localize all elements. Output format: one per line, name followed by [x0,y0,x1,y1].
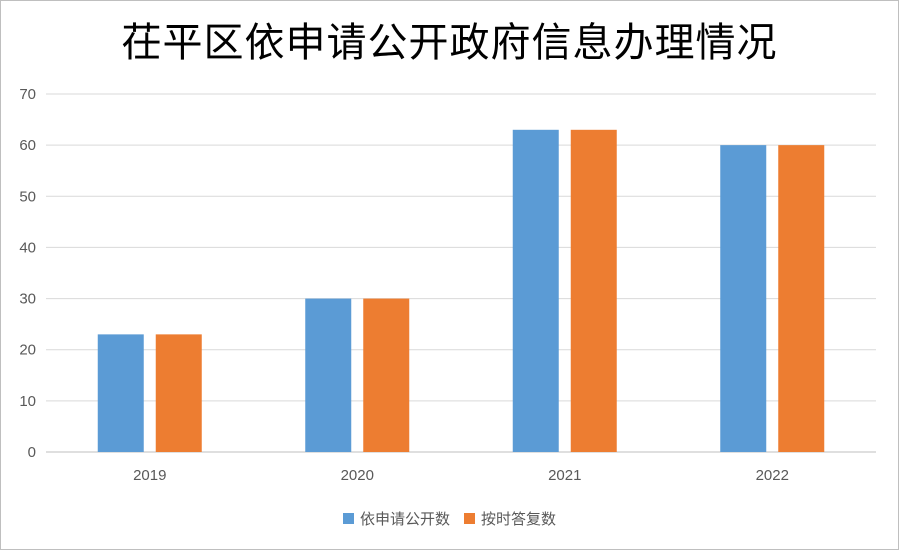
bar-series-2 [363,298,410,452]
y-tick-label: 30 [19,291,36,308]
x-tick-label: 2021 [548,467,581,484]
legend-swatch-series-1 [342,513,354,524]
bar-series-1 [97,334,144,452]
bar-series-1 [512,129,559,453]
legend-item-series-2: 按时答复数 [464,508,556,529]
bar-series-2 [778,145,825,452]
y-tick-label: 50 [19,188,36,205]
y-tick-label: 40 [19,239,36,256]
bar-series-2 [570,129,617,453]
legend-label-series-1: 依申请公开数 [359,510,450,528]
y-tick-label: 10 [19,393,36,410]
chart-title: 茌平区依申请公开政府信息办理情况 [121,20,778,66]
bar-series-2 [155,334,202,452]
legend-item-series-1: 依申请公开数 [342,508,450,529]
bar-series-1 [720,145,767,452]
legend: 依申请公开数 按时答复数 [0,508,899,529]
legend-label-series-2: 按时答复数 [481,510,557,528]
bar-series-1 [305,298,352,452]
y-tick-label: 70 [19,86,36,103]
y-tick-label: 0 [28,444,36,461]
legend-swatch-series-2 [464,513,475,524]
x-tick-label: 2020 [341,467,374,484]
y-tick-label: 60 [19,137,36,154]
y-tick-label: 20 [19,342,36,359]
x-tick-label: 2022 [756,467,789,484]
x-tick-label: 2019 [133,467,166,484]
